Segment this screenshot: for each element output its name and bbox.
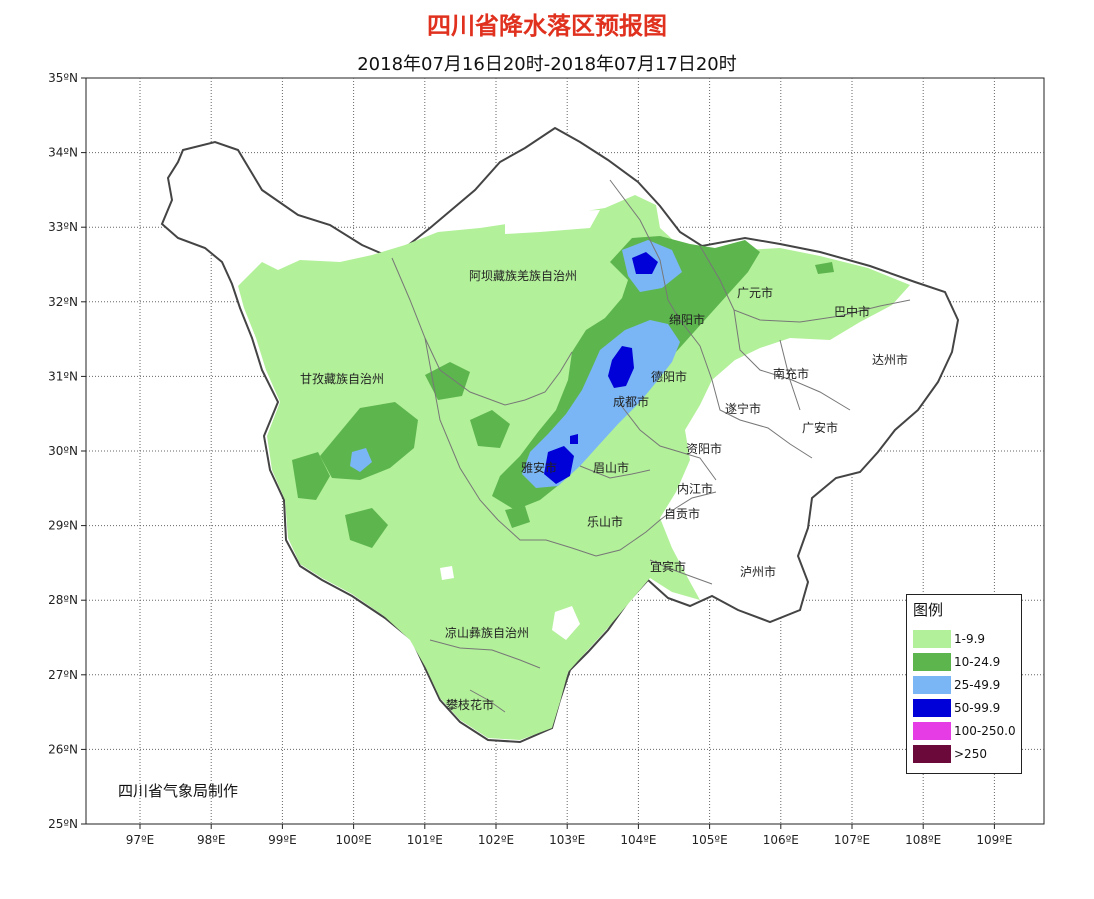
legend-label: >250 bbox=[954, 747, 987, 761]
city-label: 南充市 bbox=[773, 366, 809, 381]
rain-area-25-49.9 bbox=[522, 320, 680, 488]
legend-swatch bbox=[913, 630, 951, 648]
city-label: 泸州市 bbox=[740, 564, 776, 579]
prefecture-boundaries bbox=[391, 179, 911, 713]
lon-tick-label: 103ºE bbox=[549, 833, 585, 847]
lat-tick-label: 29ºN bbox=[48, 519, 78, 533]
dry-area bbox=[505, 210, 600, 234]
city-label: 凉山彝族自治州 bbox=[445, 625, 529, 640]
city-label: 阿坝藏族羌族自治州 bbox=[469, 269, 577, 283]
lat-tick-label: 25ºN bbox=[48, 817, 78, 831]
lat-tick-label: 28ºN bbox=[48, 593, 78, 607]
dry-area bbox=[552, 606, 580, 640]
rain-area-50-99.9 bbox=[570, 434, 578, 444]
legend-item: 50-99.9 bbox=[913, 698, 1000, 718]
rain-area-10-24.9 bbox=[320, 402, 418, 480]
legend: 图例 1-9.9 10-24.9 25-49.9 50-99.9 100-250.0 >2… bbox=[906, 594, 1022, 774]
lat-tick-label: 35ºN bbox=[48, 71, 78, 85]
lat-tick-label: 33ºN bbox=[48, 220, 78, 234]
city-label: 眉山市 bbox=[593, 460, 629, 475]
city-label: 自贡市 bbox=[664, 506, 700, 521]
rain-area-10-24.9 bbox=[815, 262, 834, 274]
lon-tick-label: 99ºE bbox=[268, 833, 297, 847]
city-label: 达州市 bbox=[872, 352, 908, 367]
city-label: 广安市 bbox=[802, 420, 838, 435]
legend-item: >250 bbox=[913, 744, 987, 764]
lat-tick-label: 27ºN bbox=[48, 668, 78, 682]
lon-tick-label: 106ºE bbox=[763, 833, 799, 847]
map-subtitle: 2018年07月16日20时-2018年07月17日20时 bbox=[357, 54, 737, 75]
legend-item: 1-9.9 bbox=[913, 629, 985, 649]
city-label: 成都市 bbox=[613, 394, 649, 409]
lat-tick-label: 32ºN bbox=[48, 295, 78, 309]
lon-tick-label: 97ºE bbox=[126, 833, 155, 847]
legend-swatch bbox=[913, 653, 951, 671]
rain-area-10-24.9 bbox=[425, 362, 470, 400]
city-label: 德阳市 bbox=[651, 369, 687, 384]
city-label: 绵阳市 bbox=[669, 312, 705, 327]
city-label: 资阳市 bbox=[686, 441, 722, 456]
lon-tick-label: 104ºE bbox=[620, 833, 656, 847]
legend-swatch bbox=[913, 676, 951, 694]
city-label: 乐山市 bbox=[587, 514, 623, 529]
lon-tick-label: 100ºE bbox=[336, 833, 372, 847]
lat-tick-label: 34ºN bbox=[48, 146, 78, 160]
city-label: 广元市 bbox=[737, 285, 773, 300]
legend-label: 25-49.9 bbox=[954, 678, 1001, 692]
city-label: 雅安市 bbox=[521, 460, 557, 475]
lat-tick-label: 30ºN bbox=[48, 444, 78, 458]
rain-area-50-99.9 bbox=[608, 346, 634, 388]
legend-label: 1-9.9 bbox=[954, 632, 986, 646]
city-label: 宜宾市 bbox=[650, 559, 686, 574]
legend-label: 50-99.9 bbox=[954, 701, 1001, 715]
lon-tick-label: 109ºE bbox=[976, 833, 1012, 847]
legend-label: 10-24.9 bbox=[954, 655, 1001, 669]
legend-swatch bbox=[913, 699, 951, 717]
lon-tick-label: 102ºE bbox=[478, 833, 514, 847]
dry-area bbox=[440, 566, 454, 580]
rain-area-10-24.9 bbox=[345, 508, 388, 548]
city-label: 巴中市 bbox=[834, 304, 870, 319]
lat-tick-label: 31ºN bbox=[48, 369, 78, 383]
credit-label: 四川省气象局制作 bbox=[118, 782, 239, 800]
rain-area-10-24.9 bbox=[292, 452, 330, 500]
tick-labels: 35ºN 34ºN 33ºN 32ºN 31ºN 30ºN 29ºN 28ºN 27ºN 26ºN… bbox=[48, 71, 1012, 847]
rain-area-10-24.9 bbox=[470, 410, 510, 448]
lon-tick-label: 105ºE bbox=[692, 833, 728, 847]
city-label: 甘孜藏族自治州 bbox=[300, 372, 384, 386]
rain-area-10-24.9 bbox=[505, 506, 530, 528]
lon-tick-label: 101ºE bbox=[407, 833, 443, 847]
rain-area-25-49.9 bbox=[350, 448, 372, 472]
legend-item: 10-24.9 bbox=[913, 652, 1000, 672]
lon-tick-label: 98ºE bbox=[197, 833, 226, 847]
legend-swatch bbox=[913, 722, 951, 740]
city-label: 遂宁市 bbox=[725, 401, 761, 416]
legend-title: 图例 bbox=[913, 601, 944, 619]
lat-tick-label: 26ºN bbox=[48, 742, 78, 756]
legend-item: 25-49.9 bbox=[913, 675, 1000, 695]
rain-area-50-99.9 bbox=[632, 252, 658, 274]
legend-label: 100-250.0 bbox=[954, 724, 1016, 738]
lon-tick-label: 108ºE bbox=[905, 833, 941, 847]
city-label: 内江市 bbox=[677, 481, 713, 496]
city-label: 攀枝花市 bbox=[446, 697, 494, 712]
legend-swatch bbox=[913, 745, 951, 763]
lon-tick-label: 107ºE bbox=[834, 833, 870, 847]
map-title: 四川省降水落区预报图 bbox=[427, 12, 667, 40]
legend-item: 100-250.0 bbox=[913, 721, 1016, 741]
rain-area-50-99.9 bbox=[544, 446, 574, 484]
